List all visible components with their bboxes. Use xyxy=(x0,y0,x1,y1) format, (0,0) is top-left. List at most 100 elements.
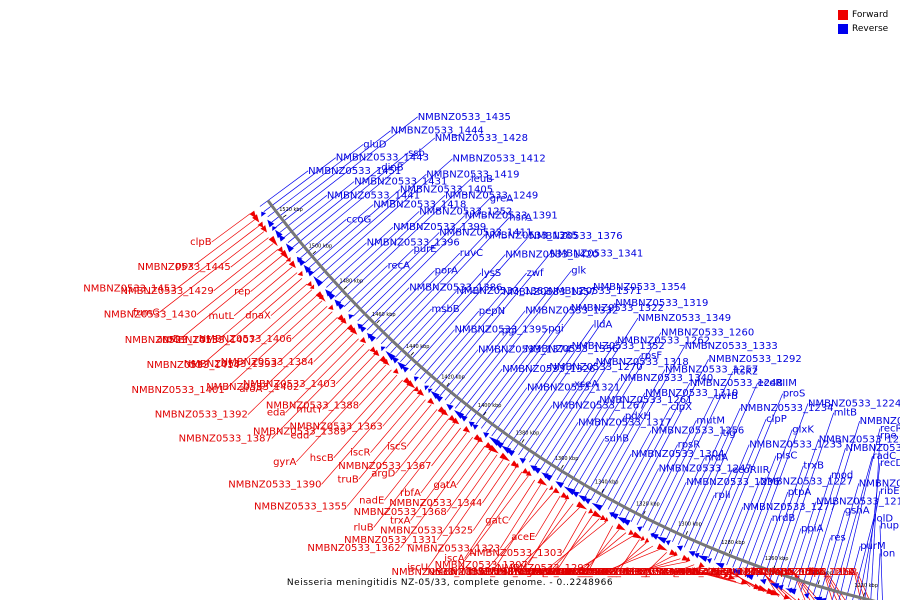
forward-gene-mark xyxy=(416,389,425,396)
reverse-gene-mark xyxy=(804,592,810,599)
gene-label: NMBNZ0533_1374 xyxy=(478,345,571,356)
forward-leader-line xyxy=(603,548,660,573)
gene-label: glxK xyxy=(792,425,814,436)
forward-gene-mark xyxy=(552,487,560,494)
gene-label: iscU xyxy=(407,563,428,574)
gene-label: gluD xyxy=(363,139,386,150)
gene-label: pgi xyxy=(548,324,563,335)
reverse-gene-mark xyxy=(519,458,527,464)
reverse-gene-mark xyxy=(541,472,553,481)
reverse-leader-line xyxy=(470,348,526,421)
forward-leader-line xyxy=(370,394,420,453)
gene-label: NMBNZ0533_1388 xyxy=(266,400,359,411)
forward-leader-line xyxy=(437,454,498,541)
reverse-gene-mark xyxy=(656,536,667,544)
forward-leader-line xyxy=(254,289,313,341)
gene-label: NMBNZ0533_1318 xyxy=(596,357,689,368)
gene-label: aspA xyxy=(769,567,794,578)
forward-leader-line xyxy=(634,561,688,573)
gene-label: NMBNZ0533_1310 xyxy=(645,388,738,399)
gene-label: clpX xyxy=(671,402,693,413)
gene-label: hupB xyxy=(880,521,900,532)
forward-gene-mark xyxy=(599,514,607,521)
leader-lines xyxy=(159,116,883,600)
reverse-gene-mark xyxy=(278,234,286,242)
gene-label: NMBNZ0533_1303 xyxy=(469,548,562,559)
forward-gene-mark xyxy=(309,284,315,289)
gene-label: NMBNZ0533_1354 xyxy=(593,282,686,293)
reverse-gene-mark xyxy=(608,512,619,520)
reverse-gene-mark xyxy=(366,332,376,342)
gene-label: NMBNZ0533_1352 xyxy=(572,341,665,352)
reverse-leader-line xyxy=(334,195,446,298)
forward-gene-mark xyxy=(285,256,291,262)
forward-gene-mark xyxy=(451,417,460,425)
gene-label: NMBNZ0533_1411 xyxy=(439,228,532,239)
gene-label: NMBNZ0533_1357 xyxy=(503,287,596,298)
gene-label: NMBNZ0533_1356 xyxy=(525,344,618,355)
gene-label: NMBNZ0533_1385 xyxy=(485,230,578,241)
gene-label: recR xyxy=(880,424,900,435)
reverse-leader-line xyxy=(624,359,709,519)
reverse-leader-line xyxy=(775,412,835,584)
reverse-leader-line xyxy=(362,198,491,326)
gene-label: porA xyxy=(435,266,459,277)
tick-label: 1520 kbp xyxy=(279,207,303,213)
forward-gene-mark xyxy=(628,529,635,535)
gene-label: rsuA xyxy=(643,567,666,578)
gene-label: tkt xyxy=(189,360,203,371)
reverse-leader-line xyxy=(371,270,435,336)
reverse-gene-mark xyxy=(483,432,490,438)
tick-label: 1340 kbp xyxy=(595,480,619,486)
reverse-leader-line xyxy=(732,455,777,568)
gene-label: NMBNZ0533_1441 xyxy=(327,190,420,201)
gene-label: rpsA xyxy=(711,567,734,578)
forward-leader-line xyxy=(482,463,510,504)
gene-label: rpe xyxy=(880,430,897,441)
forward-gene-mark xyxy=(499,452,511,462)
gene-label: uvrC xyxy=(555,567,578,578)
legend-item-reverse: Reverse xyxy=(838,22,888,36)
forward-gene-mark xyxy=(514,462,519,468)
gene-label: NMBNZ0533_1338 xyxy=(553,567,646,578)
forward-leader-line xyxy=(792,571,811,600)
gene-label: NMBNZ0533_1226 xyxy=(732,567,825,578)
tick-mark xyxy=(376,319,380,324)
forward-leader-line xyxy=(555,514,594,573)
reverse-leader-line xyxy=(534,340,618,466)
forward-leader-line xyxy=(508,479,535,521)
reverse-gene-mark xyxy=(358,324,367,333)
gene-label: NMBNZ0533_1386 xyxy=(409,283,502,294)
reverse-leader-line xyxy=(579,415,626,494)
forward-leader-line xyxy=(410,436,473,521)
reverse-leader-line xyxy=(502,345,572,445)
forward-gene-mark xyxy=(757,584,768,592)
tick-mark xyxy=(863,592,865,597)
gene-label: leuB xyxy=(471,174,493,185)
forward-leader-line xyxy=(358,369,392,406)
forward-gene-mark xyxy=(306,281,312,287)
forward-gene-mark xyxy=(698,562,705,568)
reverse-gene-mark xyxy=(770,583,780,589)
gene-label: lolD xyxy=(874,514,894,525)
reverse-gene-mark xyxy=(697,555,708,562)
forward-leader-line xyxy=(826,571,846,600)
gene-label: NMBNZ0533_1205 xyxy=(859,478,900,489)
forward-gene-mark xyxy=(369,346,377,353)
reverse-leader-line xyxy=(838,428,881,600)
forward-leader-line xyxy=(180,254,283,340)
gene-label: ssb xyxy=(408,148,425,159)
reverse-leader-line xyxy=(348,248,414,312)
gene-label: gyrA xyxy=(273,457,296,468)
reverse-gene-mark xyxy=(676,545,684,552)
forward-leader-line xyxy=(333,379,403,459)
gene-label: tig xyxy=(723,428,736,439)
forward-leader-line xyxy=(513,507,580,573)
gene-label: NMBNZ0533_1256 xyxy=(651,426,744,437)
gene-label: gatA xyxy=(433,480,456,491)
reverse-gene-mark xyxy=(285,243,294,253)
gene-label: NMBNZ0533_1443 xyxy=(336,153,429,164)
forward-gene-mark xyxy=(603,516,609,523)
reverse-leader-line xyxy=(304,204,374,264)
gene-label: edd xyxy=(290,431,309,442)
